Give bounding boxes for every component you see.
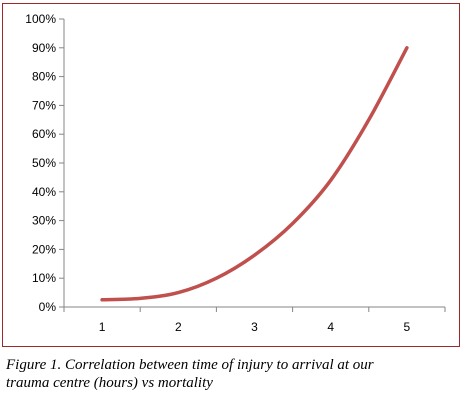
x-tick-label: 3 — [251, 320, 258, 334]
caption-line-1: Figure 1. Correlation between time of in… — [6, 357, 374, 373]
y-tick-label: 90% — [32, 41, 56, 55]
caption-line-2: trauma centre (hours) vs mortality — [6, 375, 213, 391]
x-tick-label: 2 — [175, 320, 182, 334]
y-tick-label: 10% — [32, 271, 56, 285]
line-chart: 0% 10% 20% 30% 40% 50% 60% 70% 80% 90% 100% 1 2 3 4 5 — [25, 12, 446, 334]
y-tick-label: 80% — [32, 70, 56, 84]
x-tick-label: 5 — [404, 320, 411, 334]
x-tick-label: 4 — [327, 320, 334, 334]
y-tick-label: 30% — [32, 214, 56, 228]
y-tick-label: 0% — [39, 300, 57, 314]
chart-frame — [2, 3, 460, 347]
y-tick-label: 60% — [32, 127, 56, 141]
x-tick-label: 1 — [99, 320, 106, 334]
y-tick-label: 20% — [32, 242, 56, 256]
y-tick-label: 40% — [32, 185, 56, 199]
series-line — [100, 46, 409, 302]
y-tick-label: 70% — [32, 98, 56, 112]
y-tick-label: 50% — [32, 156, 56, 170]
figure-caption: Figure 1. Correlation between time of in… — [6, 356, 466, 392]
y-tick-label: 100% — [25, 12, 56, 26]
